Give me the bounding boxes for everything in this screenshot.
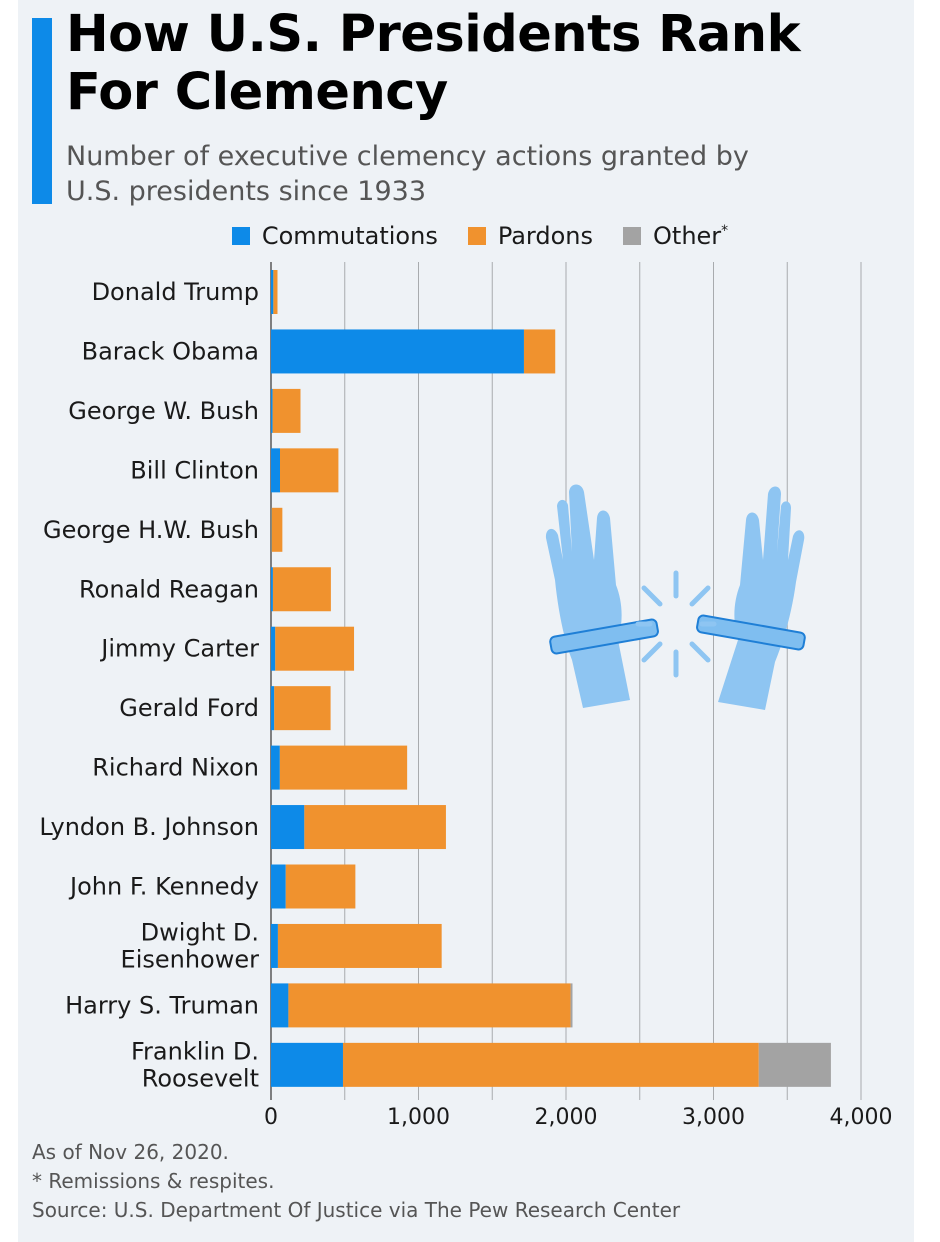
bar-other-12: [570, 983, 573, 1028]
note-source: Source: U.S. Department Of Justice via T…: [32, 1198, 681, 1222]
category-label-5: Ronald Reagan: [79, 575, 259, 603]
category-label-line: Richard Nixon: [92, 754, 259, 782]
legend-label-commutations: Commutations: [261, 222, 438, 250]
category-label-3: Bill Clinton: [130, 456, 259, 484]
category-label-line: Harry S. Truman: [65, 991, 259, 1019]
bar-pardons-8: [279, 745, 408, 790]
bar-commutations-10: [271, 864, 286, 909]
legend-item-other: Other*: [623, 222, 728, 250]
category-label-line: John F. Kennedy: [68, 873, 259, 901]
bar-other-13: [758, 1042, 831, 1087]
x-axis-ticks: 0 1,000 2,000 3,000 4,000: [264, 1105, 892, 1130]
bar-pardons-7: [274, 686, 331, 731]
bar-pardons-3: [279, 448, 339, 493]
bar-commutations-7: [271, 686, 275, 731]
category-label-8: Richard Nixon: [92, 754, 259, 782]
category-label-10: John F. Kennedy: [68, 873, 259, 901]
bar-pardons-2: [272, 388, 301, 433]
bar-commutations-12: [271, 983, 289, 1028]
category-label-7: Gerald Ford: [119, 694, 259, 722]
category-label-line: Bill Clinton: [130, 456, 259, 484]
grid-layer: [270, 262, 862, 1100]
hands-breaking-handcuffs-icon: [545, 484, 806, 710]
legend-item-pardons: Pardons: [467, 222, 594, 250]
legend-label-pardons: Pardons: [497, 222, 594, 250]
category-label-line: George W. Bush: [68, 397, 259, 425]
legend-swatch-other: [623, 227, 642, 245]
bar-pardons-1: [523, 329, 556, 374]
x-tick-label-4000: 4,000: [830, 1105, 893, 1130]
x-tick-label-2000: 2,000: [535, 1105, 598, 1130]
legend-swatch-commutations: [231, 227, 250, 245]
bar-pardons-6: [275, 626, 355, 671]
chart-subtitle: Number of executive clemency actions gra…: [66, 141, 749, 207]
category-label-line: Franklin D.: [131, 1037, 259, 1065]
bar-commutations-6: [271, 626, 276, 671]
category-label-9: Lyndon B. Johnson: [39, 813, 259, 841]
category-label-line: Roosevelt: [142, 1064, 259, 1092]
bar-pardons-4: [271, 507, 283, 552]
chart-notes: As of Nov 26, 2020. * Remissions & respi…: [32, 1138, 680, 1225]
category-label-11: Dwight D. Eisenhower: [121, 918, 260, 973]
category-labels: Donald Trump Barack Obama George W. Bush Bi…: [39, 278, 259, 1092]
category-label-4: George H.W. Bush: [43, 516, 259, 544]
x-tick-label-1000: 1,000: [387, 1105, 450, 1130]
bars-layer: [271, 270, 831, 1087]
category-label-line: Ronald Reagan: [79, 575, 259, 603]
bar-commutations-0: [271, 270, 274, 314]
note-date: As of Nov 26, 2020.: [32, 1140, 229, 1164]
bar-commutations-11: [271, 923, 278, 968]
title-accent-bar: [32, 18, 52, 204]
category-label-13: Franklin D. Roosevelt: [131, 1037, 259, 1092]
category-label-line: Dwight D.: [141, 918, 259, 946]
category-label-line: Barack Obama: [82, 337, 259, 365]
category-label-1: Barack Obama: [82, 337, 259, 365]
bar-pardons-0: [273, 270, 278, 314]
category-label-0: Donald Trump: [92, 278, 259, 306]
bar-pardons-10: [285, 864, 356, 909]
note-footnote: * Remissions & respites.: [32, 1169, 275, 1193]
category-label-line: Gerald Ford: [119, 694, 259, 722]
bar-pardons-12: [288, 983, 571, 1028]
legend-label-other-wrap: Other*: [653, 222, 728, 250]
bar-commutations-9: [271, 805, 305, 850]
bar-commutations-3: [271, 448, 280, 493]
category-label-line: Lyndon B. Johnson: [39, 813, 259, 841]
category-label-2: George W. Bush: [68, 397, 259, 425]
bar-pardons-9: [304, 805, 446, 850]
chart-title: How U.S. Presidents Rank For Clemency: [66, 5, 801, 122]
bar-commutations-2: [271, 388, 273, 433]
category-label-line: Jimmy Carter: [99, 635, 259, 663]
bar-commutations-13: [271, 1042, 343, 1087]
legend-label-other: Other: [653, 222, 722, 250]
bar-commutations-5: [271, 567, 273, 612]
bar-pardons-11: [277, 923, 442, 968]
category-label-6: Jimmy Carter: [99, 635, 259, 663]
bar-pardons-13: [342, 1042, 759, 1087]
bar-commutations-8: [271, 745, 280, 790]
legend-footnote-mark: *: [721, 223, 729, 239]
bar-commutations-1: [271, 329, 524, 374]
category-label-12: Harry S. Truman: [65, 991, 259, 1019]
legend-swatch-pardons: [467, 227, 486, 245]
category-label-line: Eisenhower: [121, 945, 260, 973]
legend: Commutations Pardons Other*: [0, 222, 940, 250]
x-tick-label-0: 0: [264, 1105, 278, 1130]
legend-item-commutations: Commutations: [231, 222, 438, 250]
category-label-line: George H.W. Bush: [43, 516, 259, 544]
category-label-line: Donald Trump: [92, 278, 259, 306]
bar-pardons-5: [272, 567, 331, 612]
x-tick-label-3000: 3,000: [682, 1105, 745, 1130]
